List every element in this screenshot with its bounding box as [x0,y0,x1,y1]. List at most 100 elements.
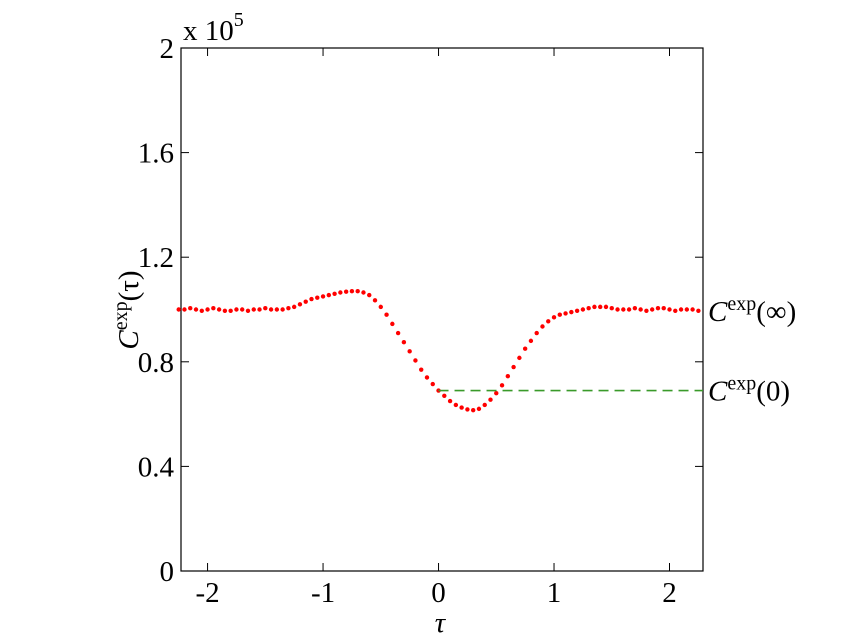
data-point [384,312,389,317]
data-point [326,292,332,298]
data-point [592,304,597,310]
data-point [580,307,586,312]
data-point [372,298,378,303]
x-axis-label: τ [435,607,447,639]
data-point [632,305,638,311]
data-point [338,290,343,295]
y-tick-label: 1.6 [138,138,174,170]
data-point [453,402,459,408]
formula-base: C [113,330,145,350]
data-point [424,375,430,380]
data-point [522,346,528,351]
data-point [234,307,239,312]
data-point [644,308,649,314]
data-point [303,299,308,304]
data-point [188,305,193,311]
x-tick-label: -1 [311,577,335,609]
formula-base: C [708,376,728,408]
formula-base: C [708,296,728,328]
data-point [228,308,233,314]
data-point [540,324,545,329]
data-point [673,308,678,314]
data-point [563,311,568,316]
data-point [274,307,280,312]
data-point [696,308,701,314]
data-point [291,304,297,310]
y-tick-label: 2 [160,33,175,65]
data-point [176,307,181,312]
data-point [534,330,539,336]
x-tick-label: -2 [195,577,219,609]
data-point [430,381,435,387]
y-tick-label: 0.8 [138,347,174,379]
data-point [263,305,268,311]
data-point [655,305,661,311]
data-point [343,289,349,294]
data-point [205,307,210,312]
formula-sup: exp [727,373,756,395]
data-point [465,407,470,412]
data-point [268,307,274,312]
formula-arg: (0) [756,376,790,408]
y-tick-label: 0.4 [138,451,175,483]
x-tick-label: 0 [431,577,446,609]
y-tick-label: 1.2 [138,242,174,274]
annotation: Cexp(∞) [708,293,796,328]
formula-arg: (τ) [113,270,145,301]
data-point [621,307,626,312]
data-point [297,302,303,307]
data-point [626,307,632,312]
data-point [245,308,251,314]
data-point [661,305,666,311]
data-point [251,307,256,312]
data-point [690,307,695,312]
data-point [447,398,453,404]
data-point [401,339,407,345]
data-point [488,397,493,402]
data-point [499,383,505,388]
data-point [395,330,401,336]
plot-frame [180,47,704,572]
annotation: Cexp(0) [708,373,790,408]
data-point [603,304,609,310]
data-point [598,304,603,310]
formula-sup: exp [110,301,132,330]
data-point [678,307,684,312]
data-point [615,307,620,312]
data-point [511,364,516,370]
data-point [315,295,320,300]
data-point [505,373,511,379]
data-point [349,288,355,294]
data-point [419,367,424,372]
data-point [517,355,522,361]
data-point [528,338,534,344]
data-point [355,288,360,294]
data-point [413,358,418,363]
y-multiplier: x 105 [183,9,244,47]
data-point [609,305,614,311]
data-point [309,296,314,302]
data-point [459,405,464,410]
data-point [257,307,262,312]
y-axis-label: Cexp(τ) [110,270,145,349]
data-point [286,305,291,311]
data-point [390,321,395,327]
data-point [638,307,643,312]
data-point [494,390,499,396]
data-point [407,349,412,354]
data-point [280,307,285,312]
data-point [378,304,383,310]
multiplier-base: x 10 [183,15,234,47]
formula-arg: (∞) [756,296,796,328]
data-point [199,308,204,314]
data-point [649,307,655,312]
data-point [367,292,372,298]
data-point [182,307,187,312]
data-point [216,307,222,312]
data-point [442,393,447,398]
data-point [482,402,487,408]
data-point [546,319,551,324]
y-tick-label: 0 [160,556,175,588]
data-point [476,406,482,412]
